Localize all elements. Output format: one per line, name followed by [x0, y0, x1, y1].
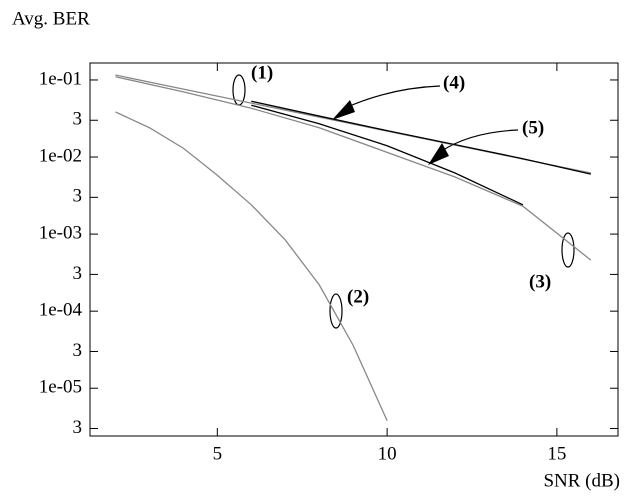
plot-frame — [89, 62, 619, 437]
y-tick-label: 3 — [73, 417, 83, 438]
y-tick-label: 3 — [73, 340, 83, 361]
series-line — [251, 100, 591, 175]
annotations-shapes — [232, 74, 575, 329]
series-line — [251, 104, 524, 206]
arrowhead — [428, 143, 449, 165]
ellipse — [561, 232, 575, 268]
y-tick-label: 1e-01 — [39, 68, 82, 89]
y-tick-label: 3 — [73, 109, 83, 130]
y-tick-label: 3 — [73, 186, 83, 207]
y-tick-label: 3 — [73, 263, 83, 284]
annotation: (1) — [251, 62, 273, 83]
arrow — [344, 85, 441, 109]
annotation: (3) — [529, 271, 551, 292]
series-line — [115, 76, 592, 261]
x-tick-label: 5 — [213, 443, 223, 464]
y-tick-label: 1e-05 — [39, 377, 82, 398]
annotation: (5) — [522, 117, 544, 138]
annotation: (2) — [347, 286, 369, 307]
y-tick-label: 1e-02 — [39, 145, 82, 166]
x-tick-label: 10 — [378, 443, 397, 464]
y-axis-label: Avg. BER — [12, 8, 90, 29]
arrowhead — [332, 100, 355, 120]
y-tick-label: 1e-04 — [39, 300, 83, 321]
y-tick-label: 1e-03 — [39, 222, 82, 243]
ellipse — [329, 293, 343, 329]
series-line — [115, 111, 388, 421]
x-axis-label: SNR (dB) — [543, 470, 620, 491]
x-tick-label: 15 — [547, 443, 566, 464]
annotation: (4) — [443, 72, 465, 93]
arrow — [439, 129, 519, 153]
